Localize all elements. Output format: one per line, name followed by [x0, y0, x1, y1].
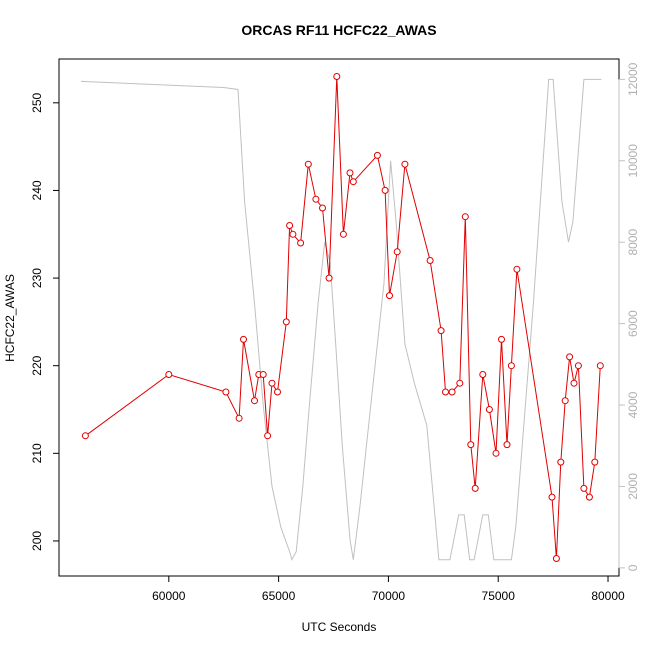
data-point	[259, 371, 267, 378]
data-point	[319, 204, 326, 212]
data-point	[467, 441, 475, 449]
x-tick-label: 65000	[262, 589, 296, 603]
data-point	[513, 265, 521, 273]
data-point	[548, 493, 556, 501]
data-point	[222, 388, 230, 396]
data-point	[289, 230, 297, 238]
data-point	[286, 222, 294, 229]
data-point	[503, 441, 511, 449]
data-point	[498, 335, 505, 343]
data-point	[479, 371, 487, 378]
y-tick-label: 210	[30, 443, 44, 463]
secondary-y-tick-label: 4000	[626, 391, 640, 418]
data-points-layer	[81, 73, 604, 562]
data-point	[235, 414, 243, 422]
data-point	[485, 406, 493, 413]
data-point	[282, 318, 290, 326]
x-tick-label: 75000	[482, 589, 516, 603]
data-point	[346, 169, 354, 177]
data-point	[448, 388, 456, 396]
y-axis: 200 210 220 230 240 250	[30, 92, 60, 551]
chart-title: ORCAS RF11 HCFC22_AWAS	[241, 22, 436, 38]
y-tick-label: 250	[30, 92, 44, 112]
data-point	[339, 230, 347, 238]
x-axis: 60000 65000 70000 75000 80000	[152, 575, 625, 603]
secondary-line-layer	[80, 78, 602, 562]
data-point	[426, 257, 434, 264]
y-tick-label: 200	[30, 531, 44, 551]
secondary-y-tick-label: 0	[626, 564, 640, 571]
data-point	[240, 335, 247, 343]
data-point	[561, 397, 569, 405]
y-axis-label: HCFC22_AWAS	[3, 274, 17, 362]
data-point	[471, 484, 479, 492]
data-point	[557, 458, 565, 466]
secondary-y-tick-label: 6000	[626, 310, 640, 337]
data-point	[381, 186, 389, 194]
series-line	[85, 76, 601, 559]
data-point	[574, 362, 582, 370]
y-tick-label: 220	[30, 355, 44, 375]
data-point	[373, 151, 381, 159]
data-point	[585, 493, 593, 501]
data-point	[333, 73, 341, 80]
data-point	[566, 353, 574, 361]
x-axis-label: UTC Seconds	[302, 620, 377, 634]
data-point	[325, 274, 333, 282]
x-tick-label: 80000	[591, 589, 625, 603]
secondary-y-axis: 0 2000 4000 6000 8000 10000 12000	[618, 62, 640, 571]
data-point	[264, 432, 272, 440]
data-point	[297, 239, 305, 247]
data-point	[456, 379, 464, 387]
data-point	[461, 213, 469, 221]
x-tick-label: 70000	[372, 589, 406, 603]
data-point	[393, 248, 401, 256]
secondary-y-tick-label: 2000	[626, 473, 640, 500]
data-point	[81, 432, 89, 440]
data-point	[268, 379, 276, 387]
data-point	[442, 388, 449, 396]
data-point	[401, 160, 409, 168]
y-tick-label: 230	[30, 268, 44, 288]
series-line-layer	[85, 76, 601, 559]
data-point	[507, 362, 515, 370]
secondary-y-tick-label: 8000	[626, 229, 640, 256]
y-tick-label: 240	[30, 180, 44, 200]
data-point	[386, 292, 393, 300]
data-point	[274, 388, 281, 396]
secondary-series-line	[80, 78, 602, 562]
data-point	[552, 555, 560, 562]
data-point	[312, 195, 320, 203]
data-point	[437, 327, 445, 335]
secondary-y-tick-label: 10000	[626, 144, 640, 178]
data-point	[251, 397, 258, 405]
data-point	[304, 160, 312, 168]
data-point	[349, 178, 357, 186]
data-point	[570, 379, 578, 387]
data-point	[492, 449, 500, 457]
secondary-y-tick-label: 12000	[626, 62, 640, 96]
x-tick-label: 60000	[152, 589, 186, 603]
data-point	[580, 484, 588, 492]
data-point	[596, 362, 604, 370]
data-point	[165, 371, 173, 378]
data-point	[591, 458, 599, 466]
